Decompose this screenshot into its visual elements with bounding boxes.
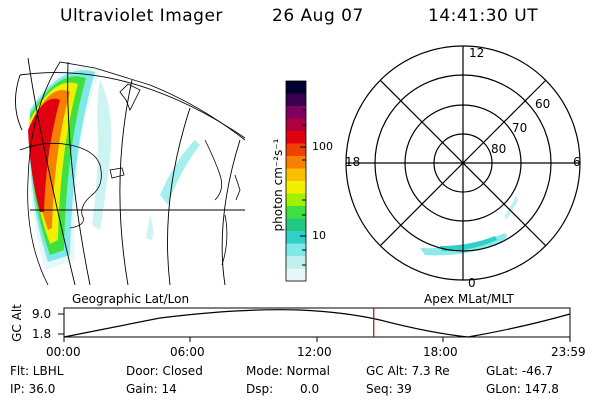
geo-graticule [15,57,246,286]
colorbar-segment [286,256,306,269]
colorbar-gradient [286,81,306,282]
colorbar-segment [286,118,306,132]
polar-emission [420,195,518,256]
glon-status: GLon: 147.8 [486,382,559,396]
colorbar-segment [286,93,306,107]
colorbar-segment [286,181,306,194]
mlt-label-6: 6 [573,155,581,169]
colorbar-segment [286,206,306,219]
time-tick-0000: 00:00 [46,345,81,359]
mlat-label-80: 80 [491,142,507,156]
mlt-label-18: 18 [345,155,361,169]
colorbar-segment [286,168,306,182]
altitude-axis-label: GC Alt [10,304,24,342]
time-tick-0600: 06:00 [170,345,205,359]
ip-status: IP: 36.0 [10,382,56,396]
time-tick-1200: 12:00 [297,345,332,359]
colorbar-segment [286,218,306,232]
colorbar-segment [286,243,306,257]
colorbar-segment [286,156,306,169]
gc-alt-status: GC Alt: 7.3 Re [366,364,450,378]
gain-status: Gain: 14 [126,382,177,396]
instrument-title: Ultraviolet Imager [60,6,223,26]
mlt-label-0: 0 [468,276,476,290]
date-label: 26 Aug 07 [272,6,364,26]
colorbar-segment [286,268,306,282]
mlat-label-70: 70 [512,121,528,135]
altitude-y-tick-max: 9.0 [32,307,52,321]
door-status: Door: Closed [126,364,203,378]
mlt-label-12: 12 [469,46,485,60]
geo-emission-swath [28,66,200,270]
geo-coastlines [19,83,241,266]
colorbar-tick-10: 10 [312,229,326,242]
mode-status: Mode: Normal [246,364,330,378]
colorbar-segment [286,106,306,119]
altitude-curve [63,309,571,338]
dsp-status-value: 0.0 [300,382,320,396]
colorbar-segment [286,193,306,207]
colorbar-segment [286,81,306,94]
time-tick-2359: 23:59 [551,345,586,359]
dsp-status-label: Dsp: [246,382,274,396]
time-tick-1800: 18:00 [423,345,458,359]
altitude-y-ticks [58,313,64,335]
geo-footprint-outline [27,61,246,286]
altitude-x-ticks [63,337,571,342]
time-label: 14:41:30 UT [428,6,539,26]
geo-coord-label: Geographic Lat/Lon [72,292,190,306]
mlat-label-60: 60 [535,97,551,111]
polar-meridians [346,46,580,280]
altitude-y-tick-min: 1.8 [32,327,52,341]
filter-status: Flt: LBHL [10,364,64,378]
colorbar-segment [286,231,306,244]
glat-status: GLat: -46.7 [486,364,553,378]
colorbar-segment [286,131,306,144]
seq-status: Seq: 39 [366,382,412,396]
colorbar-tick-100: 100 [312,140,333,153]
apex-coord-label: Apex MLat/MLT [424,292,514,306]
